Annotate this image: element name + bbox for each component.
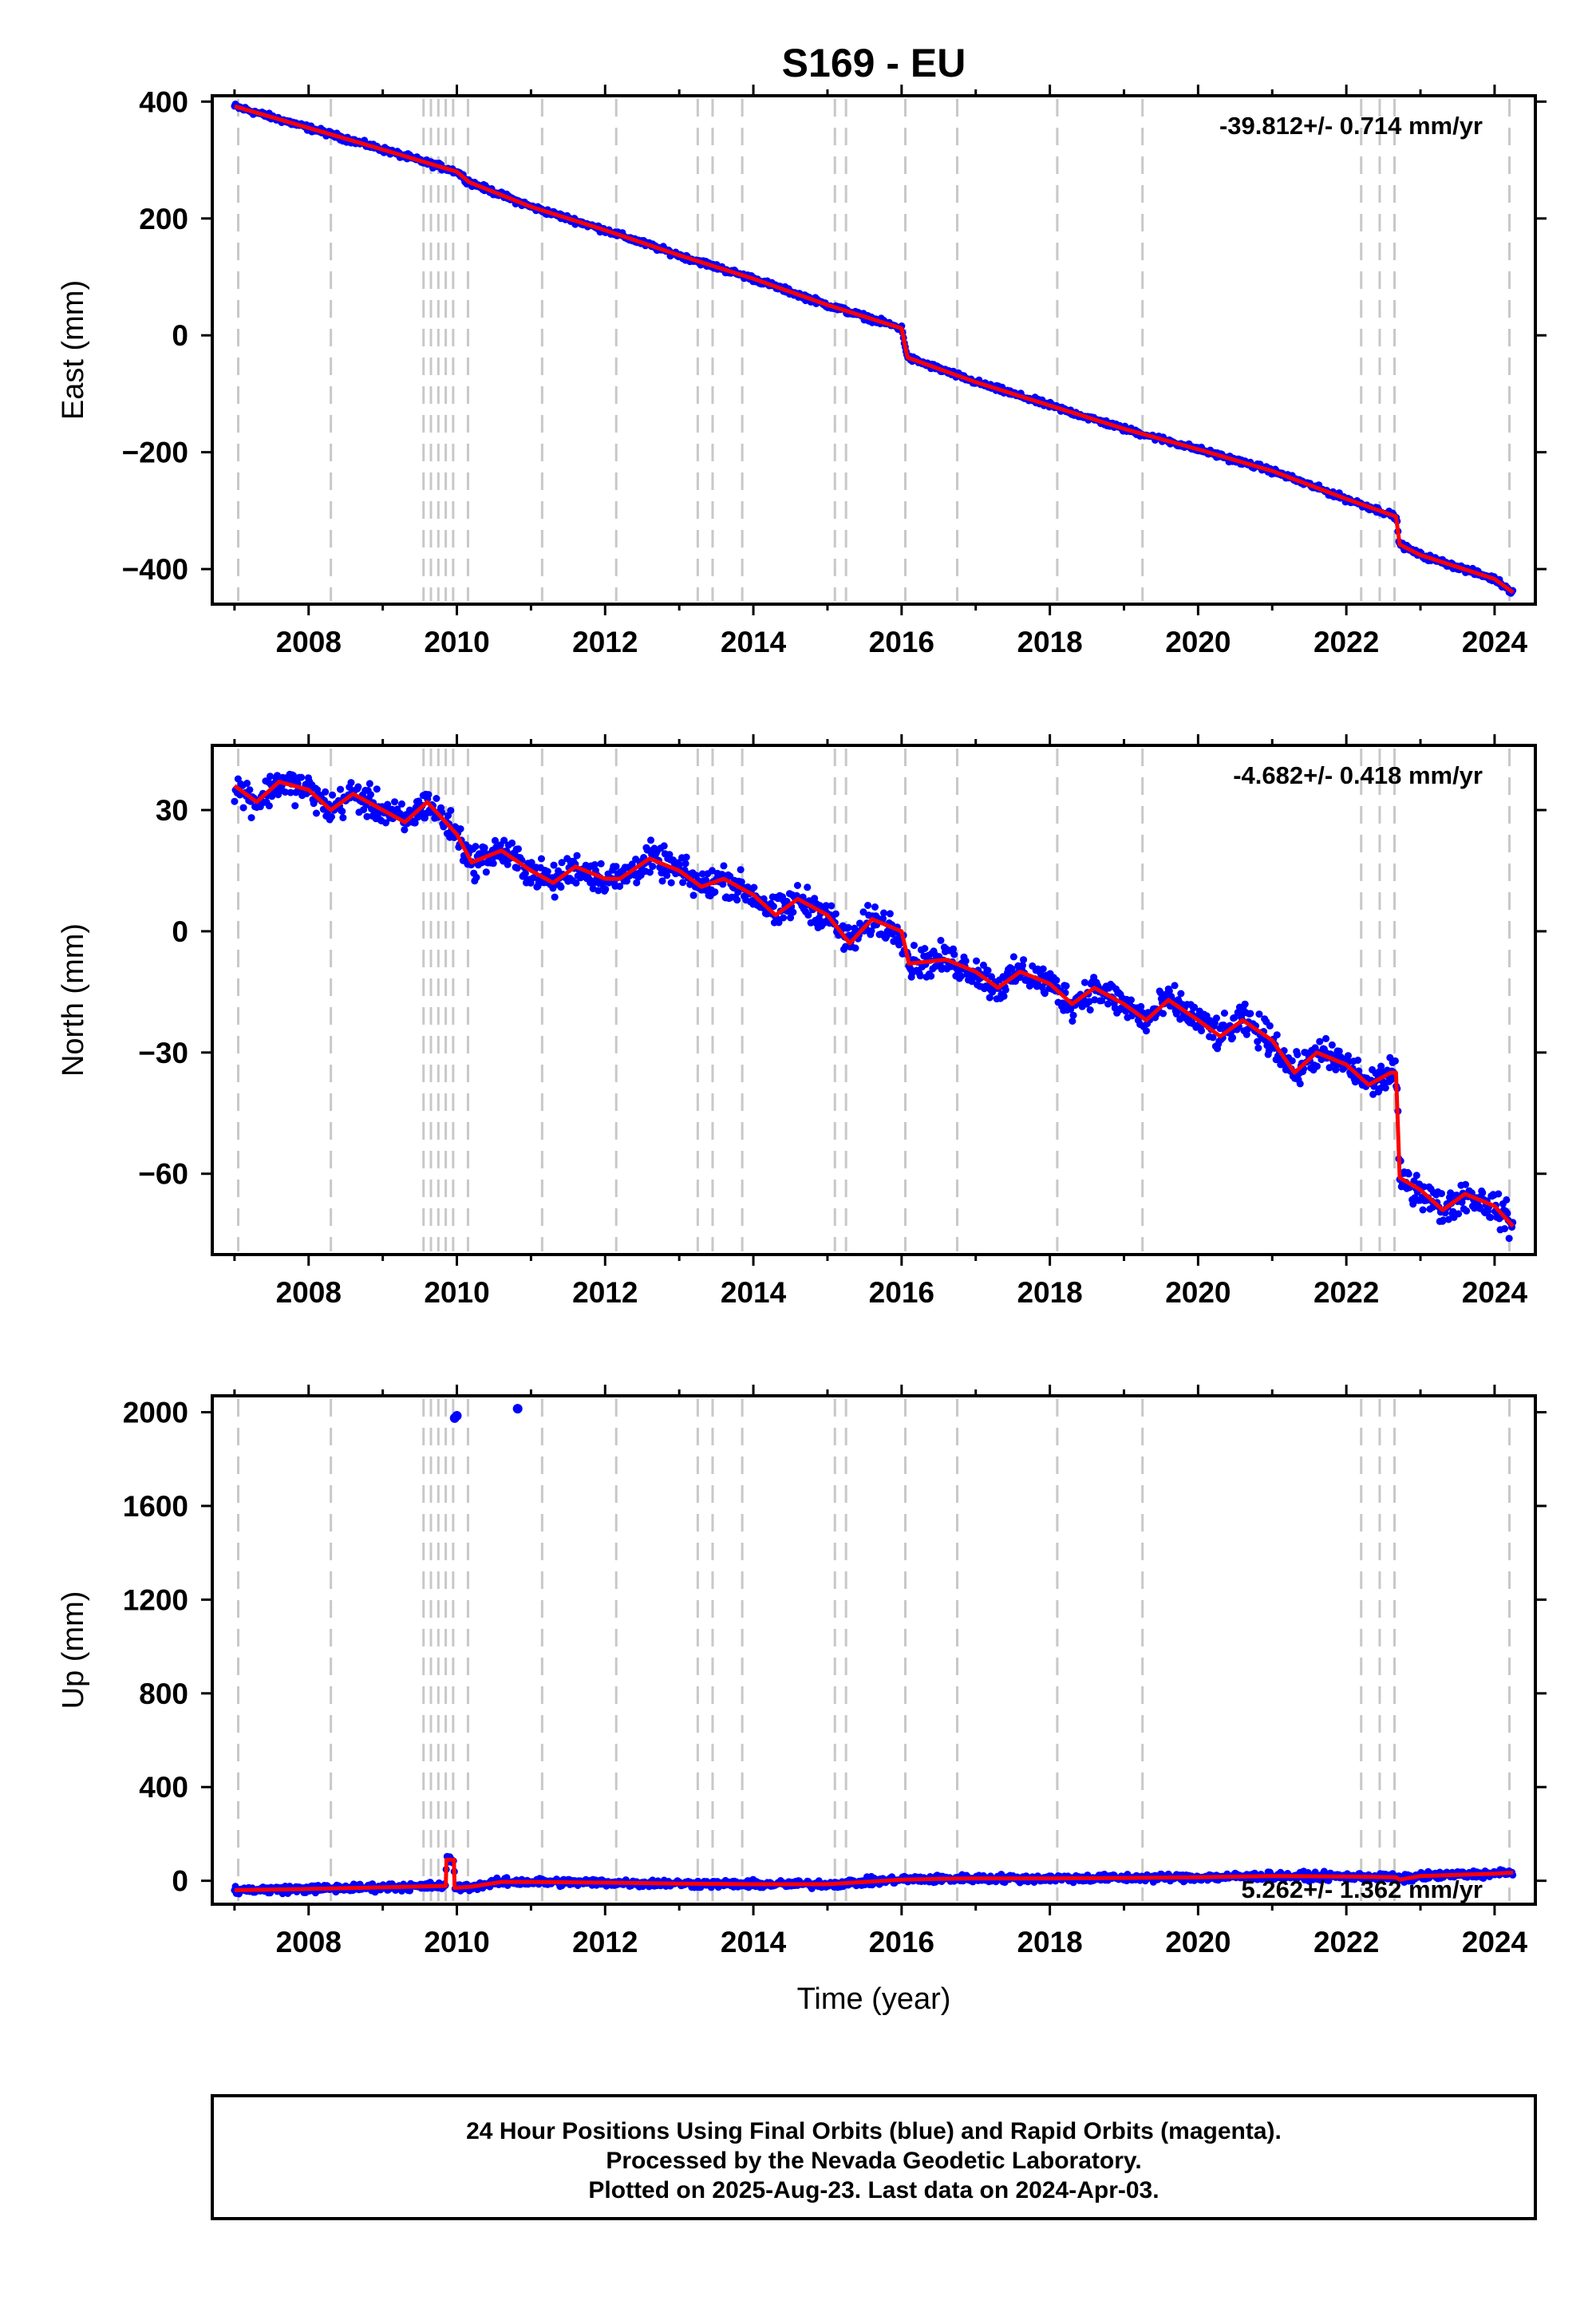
- x-tick-label: 2016: [869, 626, 934, 658]
- x-tick-label: 2008: [276, 1276, 342, 1309]
- x-tick-label: 2014: [721, 1926, 787, 1958]
- x-axis-label: Time (year): [797, 1982, 951, 2016]
- x-tick-label: 2010: [424, 1276, 489, 1309]
- rate-label: -39.812+/- 0.714 mm/yr: [1219, 112, 1483, 140]
- plot-frame: [211, 744, 1537, 1256]
- footer-line-3: Plotted on 2025-Aug-23. Last data on 202…: [588, 2177, 1159, 2203]
- y-tick-label: 0: [172, 1865, 188, 1898]
- step-lines: [237, 99, 1511, 601]
- chart-title: S169 - EU: [782, 41, 966, 85]
- rate-label: 5.262+/- 1.362 mm/yr: [1242, 1875, 1483, 1903]
- x-tick-label: 2020: [1165, 1276, 1231, 1309]
- x-tick-label: 2016: [869, 1276, 934, 1309]
- footer-line-1: 24 Hour Positions Using Final Orbits (bl…: [466, 2118, 1282, 2144]
- y-tick-label: 800: [139, 1678, 188, 1710]
- y-tick-label: −400: [122, 553, 188, 586]
- model-line-east: [234, 104, 1515, 595]
- y-tick-label: 0: [172, 915, 188, 948]
- panel-up: 2008 2010 2012 2014 2016 2018 2020 2022 2024 2000…: [57, 1385, 1547, 1958]
- step-lines: [237, 1399, 1511, 1901]
- y-axis-label: Up (mm): [57, 1591, 90, 1709]
- y-tick-label: −200: [122, 437, 188, 469]
- x-tick-label: 2018: [1017, 626, 1082, 658]
- x-tick-label: 2024: [1462, 626, 1528, 658]
- y-tick-label: −30: [138, 1037, 188, 1069]
- y-axis-label: North (mm): [57, 923, 90, 1077]
- rate-label: -4.682+/- 0.418 mm/yr: [1233, 761, 1483, 789]
- x-tick-label: 2022: [1314, 1276, 1379, 1309]
- x-tick-label: 2022: [1314, 626, 1379, 658]
- footer-box: 24 Hour Positions Using Final Orbits (bl…: [211, 2094, 1537, 2220]
- x-tick-label: 2012: [572, 626, 638, 658]
- x-tick-label: 2008: [276, 1926, 342, 1958]
- y-tick-label: 1600: [123, 1490, 188, 1523]
- x-tick-label: 2018: [1017, 1276, 1082, 1309]
- x-tick-label: 2024: [1462, 1276, 1528, 1309]
- plot-frame: [211, 94, 1537, 606]
- x-tick-label: 2018: [1017, 1926, 1082, 1958]
- y-tick-label: −60: [138, 1158, 188, 1191]
- data-points-east: [231, 101, 1517, 597]
- x-tick-label: 2014: [721, 1276, 787, 1309]
- panel-east: 2008 2010 2012 2014 2016 2018 2020 2022 2024 400 2…: [57, 85, 1547, 658]
- y-tick-label: 2000: [123, 1397, 188, 1429]
- x-tick-label: 2022: [1314, 1926, 1379, 1958]
- y-tick-label: 30: [156, 794, 188, 827]
- footer-line-2: Processed by the Nevada Geodetic Laborat…: [606, 2148, 1141, 2174]
- step-lines: [237, 749, 1511, 1251]
- panels: 2008 2010 2012 2014 2016 2018 2020 2022 20244002…: [57, 85, 1547, 1958]
- model-line-north: [233, 780, 1515, 1228]
- model-line-up: [234, 1857, 1514, 1892]
- x-tick-label: 2012: [572, 1926, 638, 1958]
- plot-frame: [211, 1394, 1537, 1906]
- y-tick-label: 0: [172, 319, 188, 352]
- y-tick-label: 1200: [123, 1583, 188, 1616]
- x-tick-label: 2012: [572, 1276, 638, 1309]
- y-tick-label: 400: [139, 85, 188, 118]
- x-tick-label: 2008: [276, 626, 342, 658]
- outlier-point: [452, 1410, 462, 1421]
- x-tick-label: 2016: [869, 1926, 934, 1958]
- y-tick-label: 400: [139, 1771, 188, 1804]
- data-points-north: [231, 770, 1517, 1243]
- outlier-point: [512, 1404, 523, 1414]
- y-axis-label: East (mm): [57, 280, 90, 420]
- x-tick-label: 2014: [721, 626, 787, 658]
- x-tick-label: 2010: [424, 1926, 489, 1958]
- panel-north: 2008 2010 2012 2014 2016 2018 2020 2022 2024 30 0 −…: [57, 734, 1547, 1309]
- x-tick-label: 2024: [1462, 1926, 1528, 1958]
- x-tick-label: 2020: [1165, 1926, 1231, 1958]
- y-tick-label: 200: [139, 203, 188, 235]
- x-tick-label: 2010: [424, 626, 489, 658]
- x-tick-label: 2020: [1165, 626, 1231, 658]
